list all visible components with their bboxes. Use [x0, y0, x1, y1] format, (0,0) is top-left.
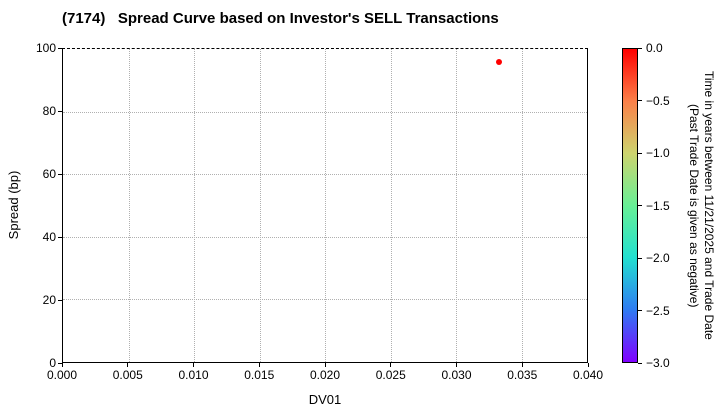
- y-tick-label: 80: [42, 104, 56, 118]
- x-gridline: [390, 49, 392, 362]
- x-gridline: [128, 49, 130, 362]
- y-tick-mark: [58, 362, 62, 364]
- colorbar-tick-mark: [638, 362, 642, 364]
- x-tick-label: 0.015: [244, 368, 275, 382]
- chart-title: (7174) Spread Curve based on Investor's …: [62, 10, 499, 27]
- colorbar-tick-label: −2.5: [646, 303, 670, 318]
- x-tick-label: 0.040: [572, 368, 604, 382]
- x-tick-label: 0.025: [375, 368, 406, 382]
- colorbar-tick-mark: [638, 100, 642, 101]
- y-tick-mark: [58, 299, 62, 301]
- colorbar-tick-label: −3.0: [646, 356, 670, 370]
- colorbar-tick-label: −0.5: [646, 93, 670, 108]
- x-tick-mark: [61, 363, 63, 367]
- colorbar-tick-mark: [638, 47, 642, 49]
- y-gridline: [63, 299, 587, 301]
- y-tick-label: 20: [42, 293, 56, 307]
- x-tick-label: 0.030: [441, 368, 472, 382]
- x-axis-label: DV01: [308, 392, 342, 407]
- y-tick-label: 40: [42, 230, 56, 244]
- x-tick-label: 0.020: [309, 368, 341, 382]
- x-tick-mark: [127, 363, 129, 367]
- x-gridline: [456, 49, 457, 362]
- x-tick-mark: [587, 363, 589, 367]
- y-gridline: [63, 111, 587, 113]
- colorbar-tick-label: −1.0: [646, 146, 670, 160]
- colorbar-tick-label: −2.0: [646, 251, 670, 265]
- colorbar-tick-label: −1.5: [646, 198, 670, 213]
- y-tick-label: 100: [35, 41, 56, 55]
- colorbar-tick-mark: [638, 205, 642, 206]
- x-tick-mark: [521, 363, 523, 367]
- x-gridline: [521, 49, 523, 362]
- colorbar-gradient: [622, 48, 638, 363]
- x-gridline: [194, 49, 195, 362]
- x-tick-mark: [258, 363, 260, 367]
- y-tick-label: 60: [42, 167, 56, 181]
- y-tick-mark: [58, 173, 62, 175]
- colorbar-tick-mark: [638, 310, 642, 311]
- plot-area: [62, 48, 588, 363]
- colorbar-label-line1: Time in years between 11/21/2025 and Tra…: [702, 71, 716, 340]
- x-tick-label: 0.010: [178, 368, 209, 382]
- x-tick-mark: [456, 363, 457, 367]
- y-tick-mark: [58, 47, 62, 49]
- x-tick-mark: [193, 363, 194, 367]
- y-tick-label: 0: [49, 356, 56, 370]
- x-gridline: [325, 49, 326, 362]
- x-tick-label: 0.000: [46, 368, 78, 382]
- y-gridline: [63, 236, 587, 238]
- colorbar-label: Time in years between 11/21/2025 and Tra…: [686, 48, 716, 363]
- colorbar-tick-mark: [638, 257, 642, 259]
- x-gridline: [259, 49, 261, 362]
- y-tick-mark: [58, 236, 62, 238]
- colorbar-label-line2: (Past Trade Date is given as negative): [687, 103, 701, 308]
- x-tick-label: 0.035: [507, 368, 538, 382]
- y-gridline: [63, 174, 587, 176]
- x-tick-mark: [390, 363, 392, 367]
- x-tick-label: 0.005: [112, 368, 143, 382]
- colorbar-tick-label: 0.0: [646, 41, 663, 55]
- y-tick-mark: [58, 110, 62, 112]
- colorbar-tick-mark: [638, 152, 642, 154]
- data-point: [496, 58, 503, 65]
- x-tick-mark: [324, 363, 326, 367]
